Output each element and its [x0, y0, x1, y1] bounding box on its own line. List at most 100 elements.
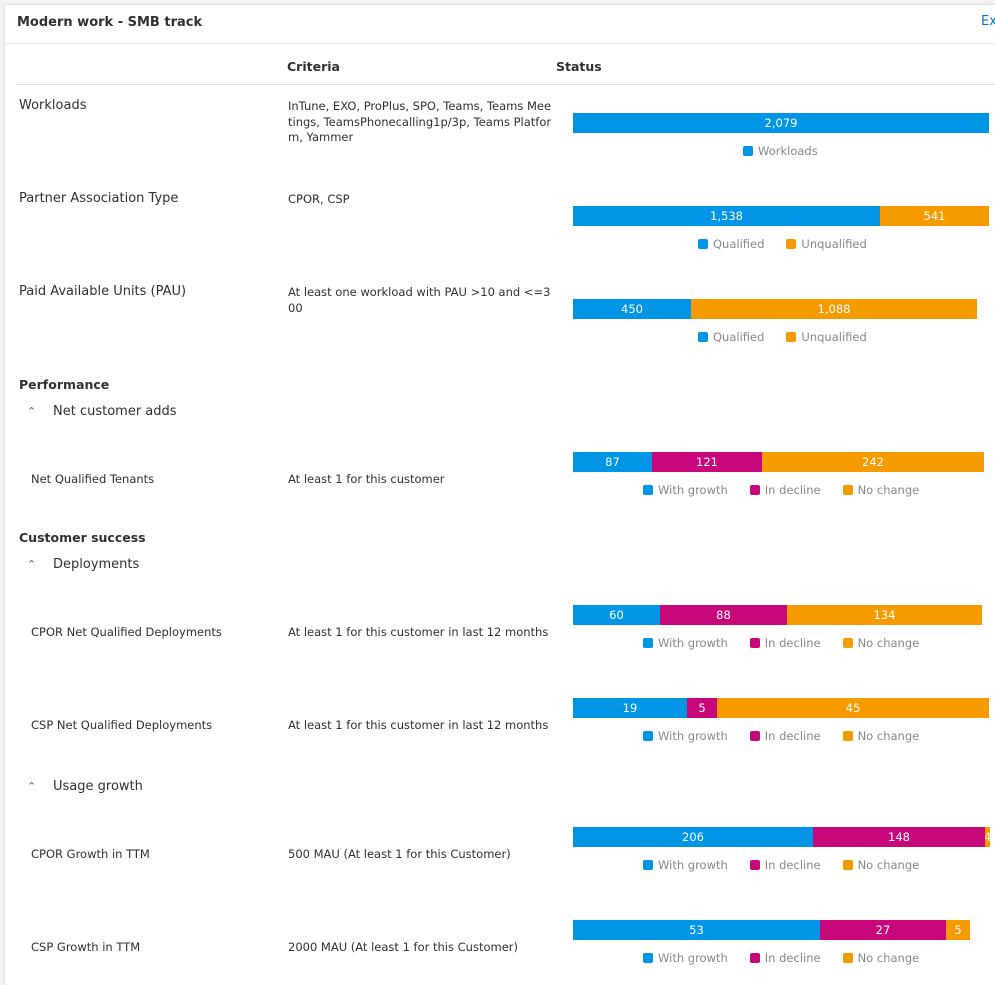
- legend-item-with-growth[interactable]: With growth: [643, 858, 728, 872]
- criteria-workloads: InTune, EXO, ProPlus, SPO, Teams, Teams …: [288, 99, 552, 144]
- chevron-up-icon[interactable]: ⌃: [27, 558, 37, 571]
- legend-swatch-blue: [643, 860, 653, 870]
- legend-workloads: Workloads: [743, 144, 818, 158]
- bar-segment-no-change[interactable]: 5: [946, 920, 970, 940]
- legend-swatch-orange: [842, 953, 853, 963]
- legend-item-with-growth[interactable]: With growth: [643, 483, 728, 497]
- bar-segment-no-change[interactable]: 4: [985, 827, 990, 847]
- row-label-csp-net-qualified-deployments: CSP Net Qualified Deployments: [31, 718, 213, 732]
- row-label-cpor-growth-ttm: CPOR Growth in TTM: [31, 847, 150, 861]
- legend-item-with-growth[interactable]: With growth: [643, 636, 728, 650]
- chevron-up-icon[interactable]: ⌃: [27, 780, 37, 793]
- row-label-partner-association: Partner Association Type: [19, 191, 179, 206]
- bar-segment-in-decline[interactable]: 5: [687, 698, 717, 718]
- bar-segment-in-decline[interactable]: 121: [652, 452, 762, 472]
- chevron-up-icon[interactable]: ⌃: [27, 405, 37, 418]
- criteria-cpor-net-qualified-deployments: At least 1 for this customer in last 12 …: [288, 625, 549, 639]
- legend-item-with-growth[interactable]: With growth: [643, 951, 728, 965]
- legend-item-in-decline[interactable]: In decline: [749, 729, 821, 743]
- legend-pau: Qualified Unqualified: [698, 330, 867, 344]
- bar-segment-no-change[interactable]: 134: [787, 605, 982, 625]
- legend-item-in-decline[interactable]: In decline: [749, 636, 821, 650]
- section-performance: Performance: [19, 377, 110, 392]
- status-column-header: Status: [556, 59, 602, 74]
- bar-segment-unqualified[interactable]: 541: [880, 206, 989, 226]
- bar-segment-qualified[interactable]: 1,538: [573, 206, 880, 226]
- header-divider: [16, 84, 995, 85]
- status-bar-pau: 450 1,088: [573, 299, 977, 319]
- modern-work-smb-card: Modern work - SMB track Ex Criteria Stat…: [5, 5, 995, 985]
- status-bar-partner-association: 1,538 541: [573, 206, 989, 226]
- legend-item-no-change[interactable]: No change: [842, 951, 919, 965]
- legend-item-no-change[interactable]: No change: [842, 636, 919, 650]
- group-label: Usage growth: [53, 779, 143, 794]
- group-deployments[interactable]: ⌃ Deployments: [27, 557, 139, 572]
- bar-segment-in-decline[interactable]: 27: [820, 920, 946, 940]
- group-label: Deployments: [53, 557, 140, 572]
- legend-cpor-net-qualified-deployments: With growth In decline No change: [643, 636, 919, 650]
- legend-swatch-orange: [842, 638, 853, 648]
- bar-segment-no-change[interactable]: 45: [717, 698, 989, 718]
- bar-segment-in-decline[interactable]: 88: [660, 605, 787, 625]
- legend-swatch-magenta: [749, 953, 760, 963]
- criteria-partner-association: CPOR, CSP: [288, 192, 350, 206]
- bar-segment-unqualified[interactable]: 1,088: [691, 299, 977, 319]
- status-bar-cpor-growth-ttm: 206 148 4: [573, 827, 990, 847]
- bar-segment-with-growth[interactable]: 53: [573, 920, 820, 940]
- legend-swatch-blue: [643, 731, 653, 741]
- legend-item-unqualified[interactable]: Unqualified: [786, 237, 867, 251]
- bar-segment-in-decline[interactable]: 148: [813, 827, 985, 847]
- bar-segment-no-change[interactable]: 242: [762, 452, 984, 472]
- legend-swatch-orange: [786, 332, 797, 342]
- row-label-csp-growth-ttm: CSP Growth in TTM: [31, 940, 141, 954]
- bar-segment-with-growth[interactable]: 60: [573, 605, 660, 625]
- status-bar-csp-net-qualified-deployments: 19 5 45: [573, 698, 989, 718]
- export-link[interactable]: Ex: [981, 14, 995, 29]
- criteria-pau: At least one workload with PAU >10 and <…: [288, 285, 551, 315]
- legend-item-in-decline[interactable]: In decline: [749, 951, 821, 965]
- legend-csp-net-qualified-deployments: With growth In decline No change: [643, 729, 919, 743]
- bar-segment-with-growth[interactable]: 206: [573, 827, 813, 847]
- status-bar-workloads: 2,079: [573, 113, 989, 133]
- legend-item-qualified[interactable]: Qualified: [698, 237, 764, 251]
- bar-segment-with-growth[interactable]: 19: [573, 698, 687, 718]
- legend-swatch-magenta: [749, 638, 760, 648]
- legend-swatch-orange: [842, 731, 853, 741]
- row-label-pau: Paid Available Units (PAU): [19, 284, 187, 299]
- legend-item-workloads[interactable]: Workloads: [743, 144, 818, 158]
- legend-swatch-orange: [842, 860, 853, 870]
- legend-swatch-magenta: [749, 731, 760, 741]
- criteria-column-header: Criteria: [287, 59, 340, 74]
- legend-partner-association: Qualified Unqualified: [698, 237, 867, 251]
- legend-item-no-change[interactable]: No change: [842, 858, 919, 872]
- group-label: Net customer adds: [53, 404, 177, 419]
- row-label-workloads: Workloads: [19, 98, 87, 113]
- legend-swatch-blue: [743, 146, 753, 156]
- group-net-customer-adds[interactable]: ⌃ Net customer adds: [27, 404, 177, 419]
- legend-item-with-growth[interactable]: With growth: [643, 729, 728, 743]
- legend-item-no-change[interactable]: No change: [842, 729, 919, 743]
- group-usage-growth[interactable]: ⌃ Usage growth: [27, 779, 143, 794]
- bar-segment-qualified[interactable]: 450: [573, 299, 691, 319]
- legend-swatch-blue: [698, 239, 708, 249]
- row-label-net-qualified-tenants: Net Qualified Tenants: [31, 472, 155, 486]
- legend-item-qualified[interactable]: Qualified: [698, 330, 764, 344]
- legend-item-unqualified[interactable]: Unqualified: [786, 330, 867, 344]
- legend-item-no-change[interactable]: No change: [842, 483, 919, 497]
- legend-swatch-blue: [643, 953, 653, 963]
- bar-segment-with-growth[interactable]: 87: [573, 452, 652, 472]
- legend-swatch-magenta: [749, 485, 760, 495]
- bar-segment-workloads[interactable]: 2,079: [573, 113, 989, 133]
- criteria-net-qualified-tenants: At least 1 for this customer: [288, 472, 445, 486]
- section-customer-success: Customer success: [19, 530, 146, 545]
- legend-csp-growth-ttm: With growth In decline No change: [643, 951, 919, 965]
- legend-swatch-orange: [842, 485, 853, 495]
- legend-item-in-decline[interactable]: In decline: [749, 483, 821, 497]
- legend-cpor-growth-ttm: With growth In decline No change: [643, 858, 919, 872]
- card-title: Modern work - SMB track: [17, 15, 203, 30]
- legend-item-in-decline[interactable]: In decline: [749, 858, 821, 872]
- legend-net-qualified-tenants: With growth In decline No change: [643, 483, 919, 497]
- row-label-cpor-net-qualified-deployments: CPOR Net Qualified Deployments: [31, 625, 222, 639]
- legend-swatch-magenta: [749, 860, 760, 870]
- status-bar-net-qualified-tenants: 87 121 242: [573, 452, 984, 472]
